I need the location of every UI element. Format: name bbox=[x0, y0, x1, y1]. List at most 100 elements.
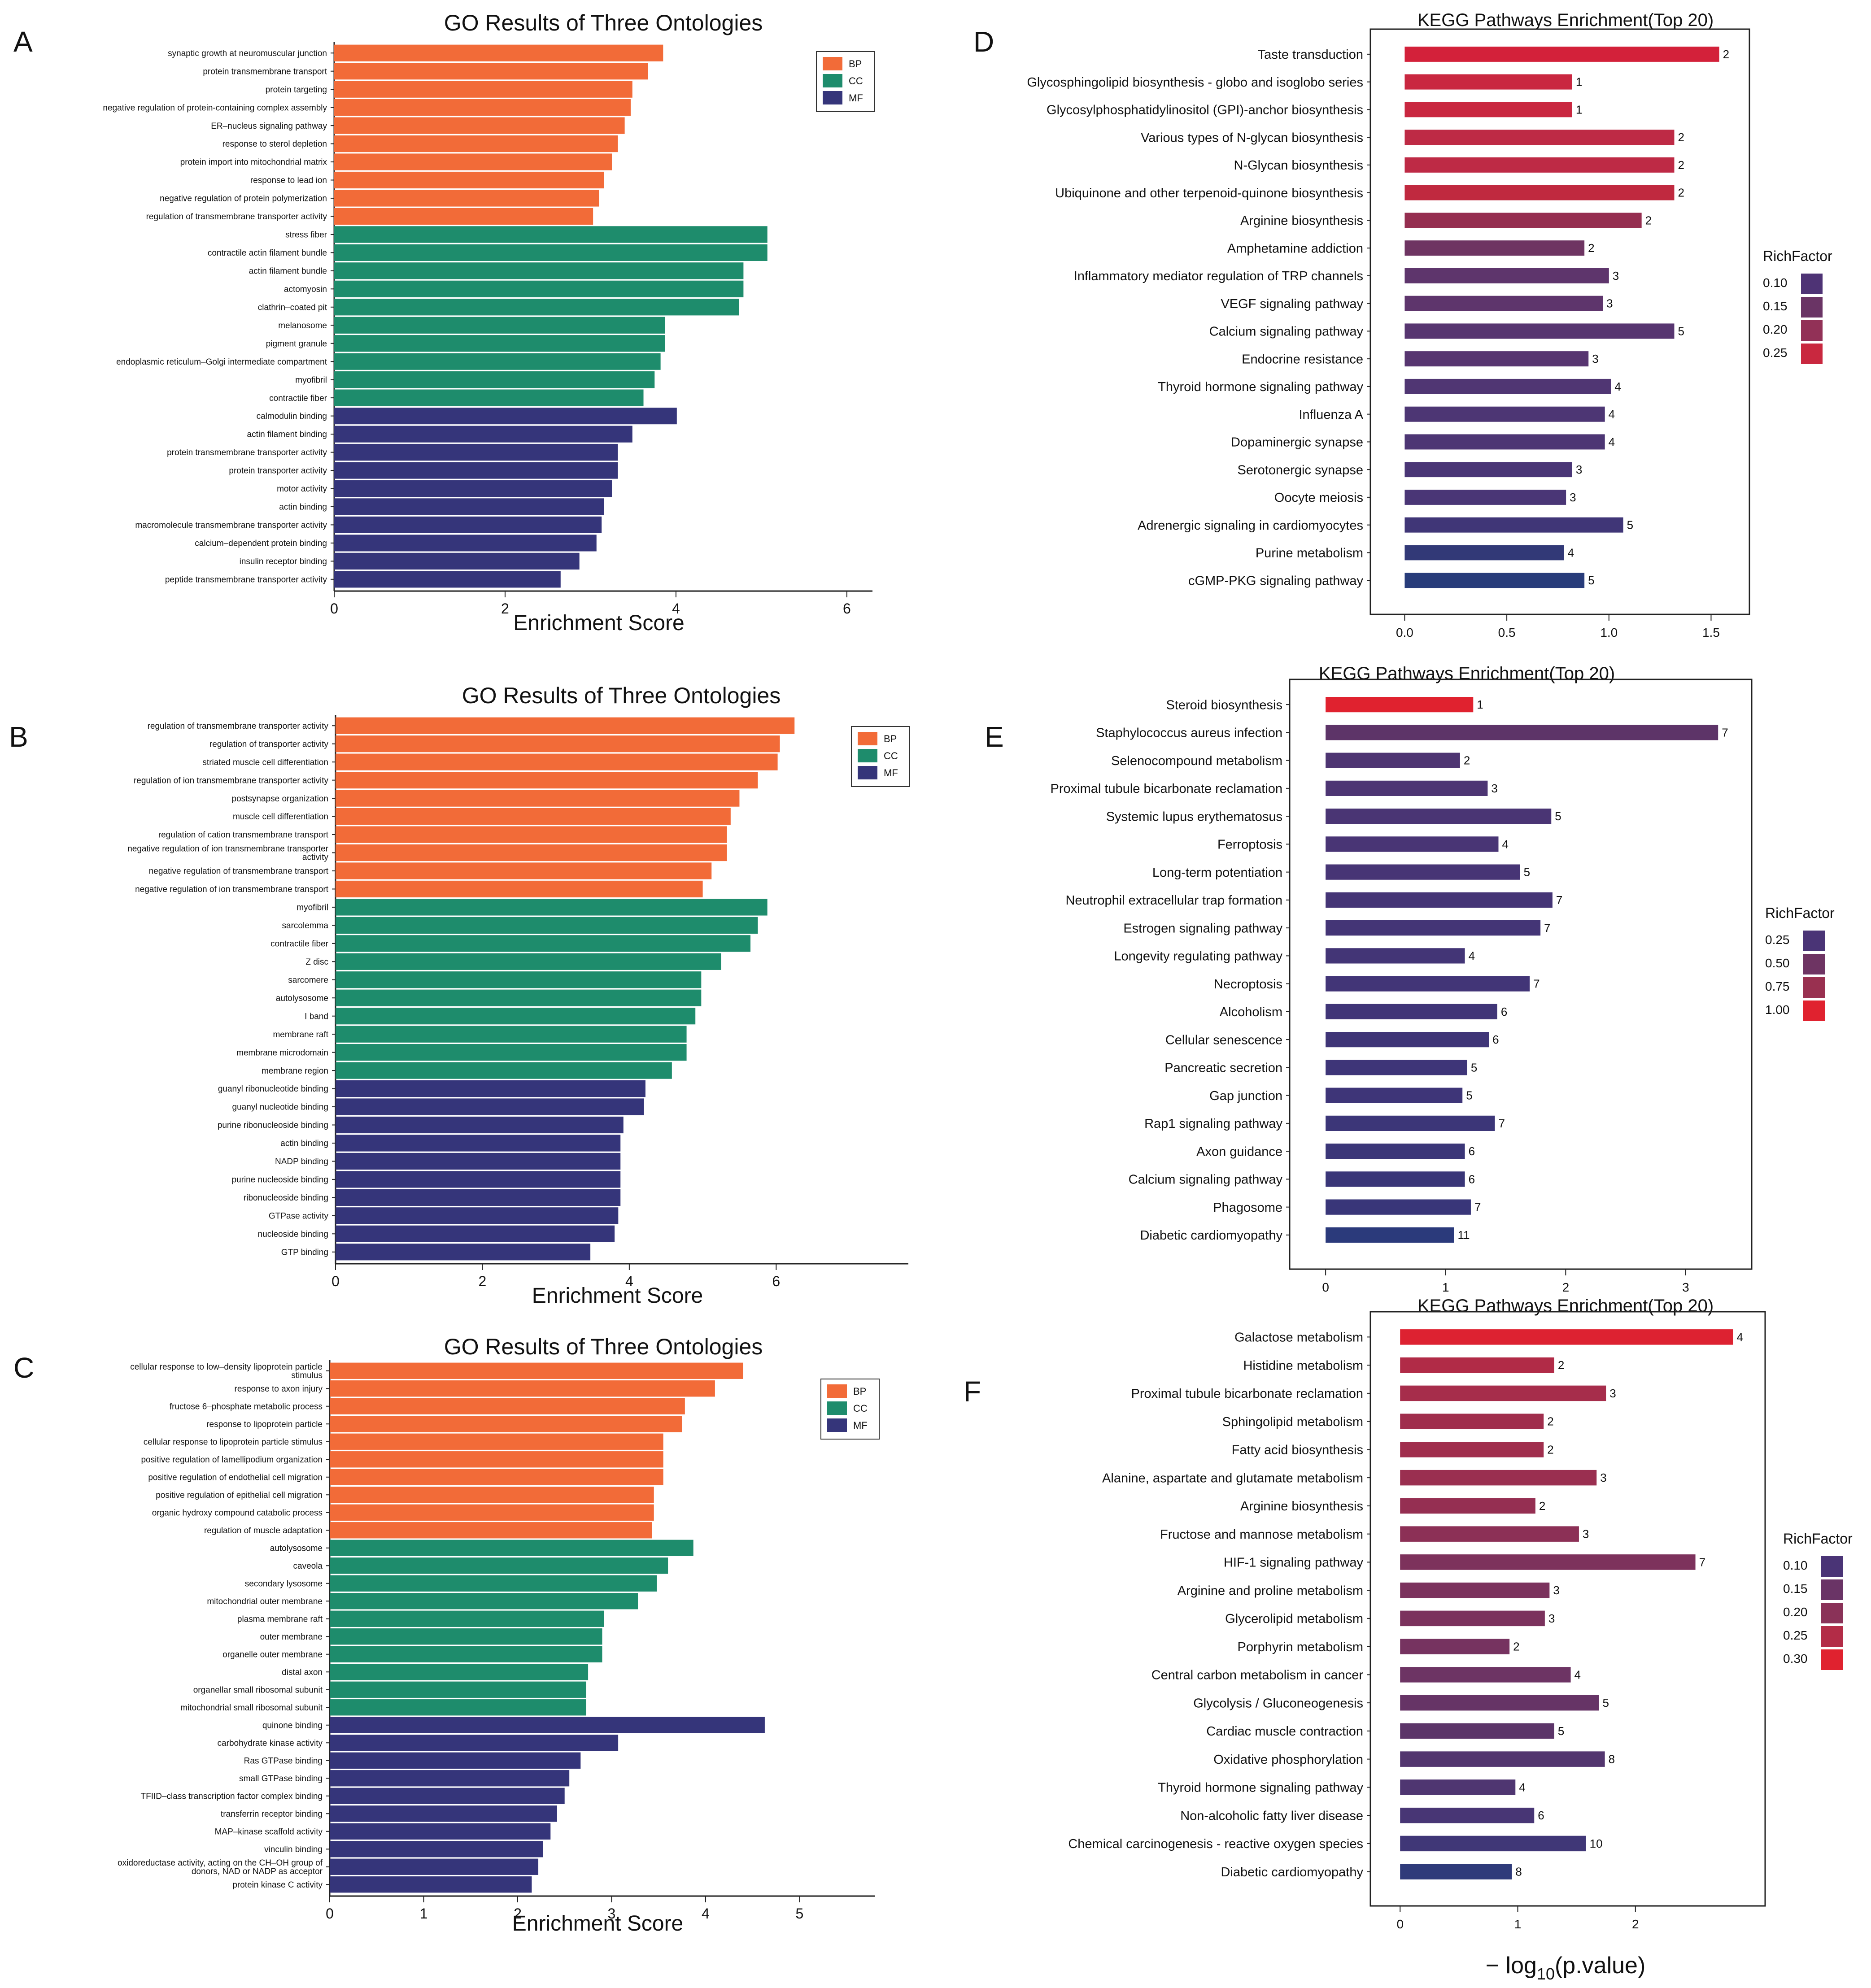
category-label-line: regulation of cation transmembrane trans… bbox=[158, 831, 329, 840]
category-label: Estrogen signaling pathway bbox=[1123, 921, 1282, 935]
bar bbox=[336, 717, 795, 734]
category-label-line: Z disc bbox=[305, 957, 328, 967]
category-label-line: ER–nucleus signaling pathway bbox=[211, 122, 327, 131]
bar bbox=[1404, 573, 1585, 588]
category-label: caveola bbox=[293, 1562, 323, 1571]
bar bbox=[1400, 1329, 1733, 1345]
category-label: negative regulation of transmembrane tra… bbox=[149, 867, 329, 876]
category-label: calmodulin binding bbox=[257, 412, 327, 421]
x-tick-label: 4 bbox=[702, 1905, 710, 1922]
category-label: actin binding bbox=[279, 503, 327, 512]
bar bbox=[1326, 864, 1520, 880]
bar bbox=[1400, 1667, 1571, 1683]
category-label-line: membrane microdomain bbox=[236, 1048, 328, 1057]
panel-letter: F bbox=[964, 1375, 981, 1408]
category-label: clathrin–coated pit bbox=[258, 303, 327, 312]
category-label: nucleoside binding bbox=[258, 1230, 328, 1239]
category-label-line: Alcoholism bbox=[1220, 1005, 1282, 1019]
bar bbox=[1404, 213, 1642, 228]
colorbar-swatch bbox=[1821, 1649, 1843, 1670]
bar bbox=[1404, 130, 1675, 145]
category-label: protein import into mitochondrial matrix bbox=[180, 158, 327, 167]
category-label: contractile fiber bbox=[270, 939, 329, 948]
legend-label: MF bbox=[853, 1420, 868, 1431]
count-label: 3 bbox=[1609, 1387, 1616, 1400]
category-label-line: protein kinase C activity bbox=[232, 1880, 323, 1890]
bar bbox=[334, 444, 618, 461]
count-label: 4 bbox=[1609, 408, 1615, 421]
category-label-line: Adrenergic signaling in cardiomyocytes bbox=[1138, 518, 1363, 533]
category-label: stress fiber bbox=[285, 231, 327, 240]
bar bbox=[1404, 46, 1719, 62]
category-label-line: Ras GTPase binding bbox=[244, 1756, 323, 1766]
count-label: 2 bbox=[1678, 186, 1684, 200]
category-label: response to lead ion bbox=[250, 176, 327, 185]
category-label: Alanine, aspartate and glutamate metabol… bbox=[1102, 1471, 1363, 1485]
chart-title: GO Results of Three Ontologies bbox=[444, 10, 763, 35]
category-label-line: Sphingolipid metabolism bbox=[1222, 1415, 1363, 1429]
category-label-line: secondary lysosome bbox=[245, 1579, 323, 1588]
count-label: 2 bbox=[1539, 1499, 1545, 1513]
bar bbox=[336, 971, 702, 988]
x-axis-label: Enrichment Score bbox=[512, 1912, 684, 1936]
category-label-line: organelle outer membrane bbox=[222, 1650, 323, 1659]
bar bbox=[1400, 1751, 1605, 1767]
category-label: Selenocompound metabolism bbox=[1111, 754, 1282, 768]
bar bbox=[336, 1135, 621, 1152]
category-label: Phagosome bbox=[1213, 1201, 1282, 1215]
x-tick-label: 0 bbox=[326, 1905, 334, 1922]
bar bbox=[336, 1116, 624, 1134]
category-label: Fatty acid biosynthesis bbox=[1232, 1443, 1363, 1457]
category-label: Purine metabolism bbox=[1256, 546, 1363, 561]
category-label: cellular response to lipoprotein particl… bbox=[144, 1437, 323, 1447]
category-label: Rap1 signaling pathway bbox=[1144, 1117, 1282, 1131]
category-label-line: motor activity bbox=[277, 484, 327, 494]
category-label: Glycosylphosphatidylinositol (GPI)-ancho… bbox=[1047, 103, 1363, 117]
x-tick-label: 0.5 bbox=[1498, 626, 1516, 639]
count-label: 7 bbox=[1498, 1117, 1505, 1130]
x-tick-label: 0 bbox=[1396, 1917, 1404, 1931]
category-label-line: Estrogen signaling pathway bbox=[1123, 921, 1282, 935]
category-label: Calcium signaling pathway bbox=[1129, 1173, 1283, 1187]
category-label: protein kinase C activity bbox=[232, 1880, 323, 1890]
legend-swatch bbox=[823, 74, 842, 87]
colorbar-swatch bbox=[1803, 931, 1825, 951]
legend-swatch bbox=[858, 766, 877, 779]
count-label: 2 bbox=[1588, 241, 1594, 255]
bar bbox=[1326, 976, 1530, 992]
category-label: Ferroptosis bbox=[1217, 838, 1282, 852]
count-label: 4 bbox=[1737, 1330, 1743, 1344]
count-label: 2 bbox=[1547, 1443, 1553, 1456]
category-label: N-Glycan biosynthesis bbox=[1234, 158, 1364, 173]
count-label: 7 bbox=[1699, 1555, 1705, 1569]
bar bbox=[336, 899, 768, 916]
bar bbox=[1404, 517, 1623, 533]
legend-swatch bbox=[858, 749, 877, 762]
bar bbox=[1400, 1610, 1545, 1627]
category-label-line: Purine metabolism bbox=[1256, 546, 1363, 561]
category-label: TFIID–class transcription factor complex… bbox=[141, 1792, 323, 1801]
bar bbox=[1400, 1414, 1544, 1429]
bar bbox=[336, 735, 780, 753]
category-label-line: Various types of N-glycan biosynthesis bbox=[1141, 131, 1363, 145]
category-label: Chemical carcinogenesis - reactive oxyge… bbox=[1068, 1837, 1363, 1851]
category-label: Longevity regulating pathway bbox=[1114, 949, 1282, 964]
bar bbox=[1326, 809, 1552, 824]
category-label: vinculin binding bbox=[264, 1845, 323, 1854]
legend-label: MF bbox=[849, 92, 863, 104]
legend-swatch bbox=[827, 1401, 847, 1415]
bar bbox=[330, 1610, 604, 1627]
category-label-line: Central carbon metabolism in cancer bbox=[1151, 1668, 1364, 1683]
category-label: regulation of transmembrane transporter … bbox=[146, 212, 327, 222]
category-label: Ubiquinone and other terpenoid-quinone b… bbox=[1055, 186, 1363, 200]
category-label-line: Axon guidance bbox=[1196, 1144, 1282, 1159]
category-label-line: Dopaminergic synapse bbox=[1231, 435, 1363, 450]
count-label: 3 bbox=[1600, 1471, 1606, 1484]
category-label-line: myofibril bbox=[295, 375, 327, 385]
category-label-line: Rap1 signaling pathway bbox=[1144, 1117, 1282, 1131]
category-label-line: oxidoreductase activity, acting on the C… bbox=[118, 1858, 323, 1868]
bar bbox=[334, 208, 593, 225]
bar bbox=[336, 1244, 591, 1261]
bar bbox=[334, 498, 604, 515]
category-label: secondary lysosome bbox=[245, 1579, 323, 1588]
